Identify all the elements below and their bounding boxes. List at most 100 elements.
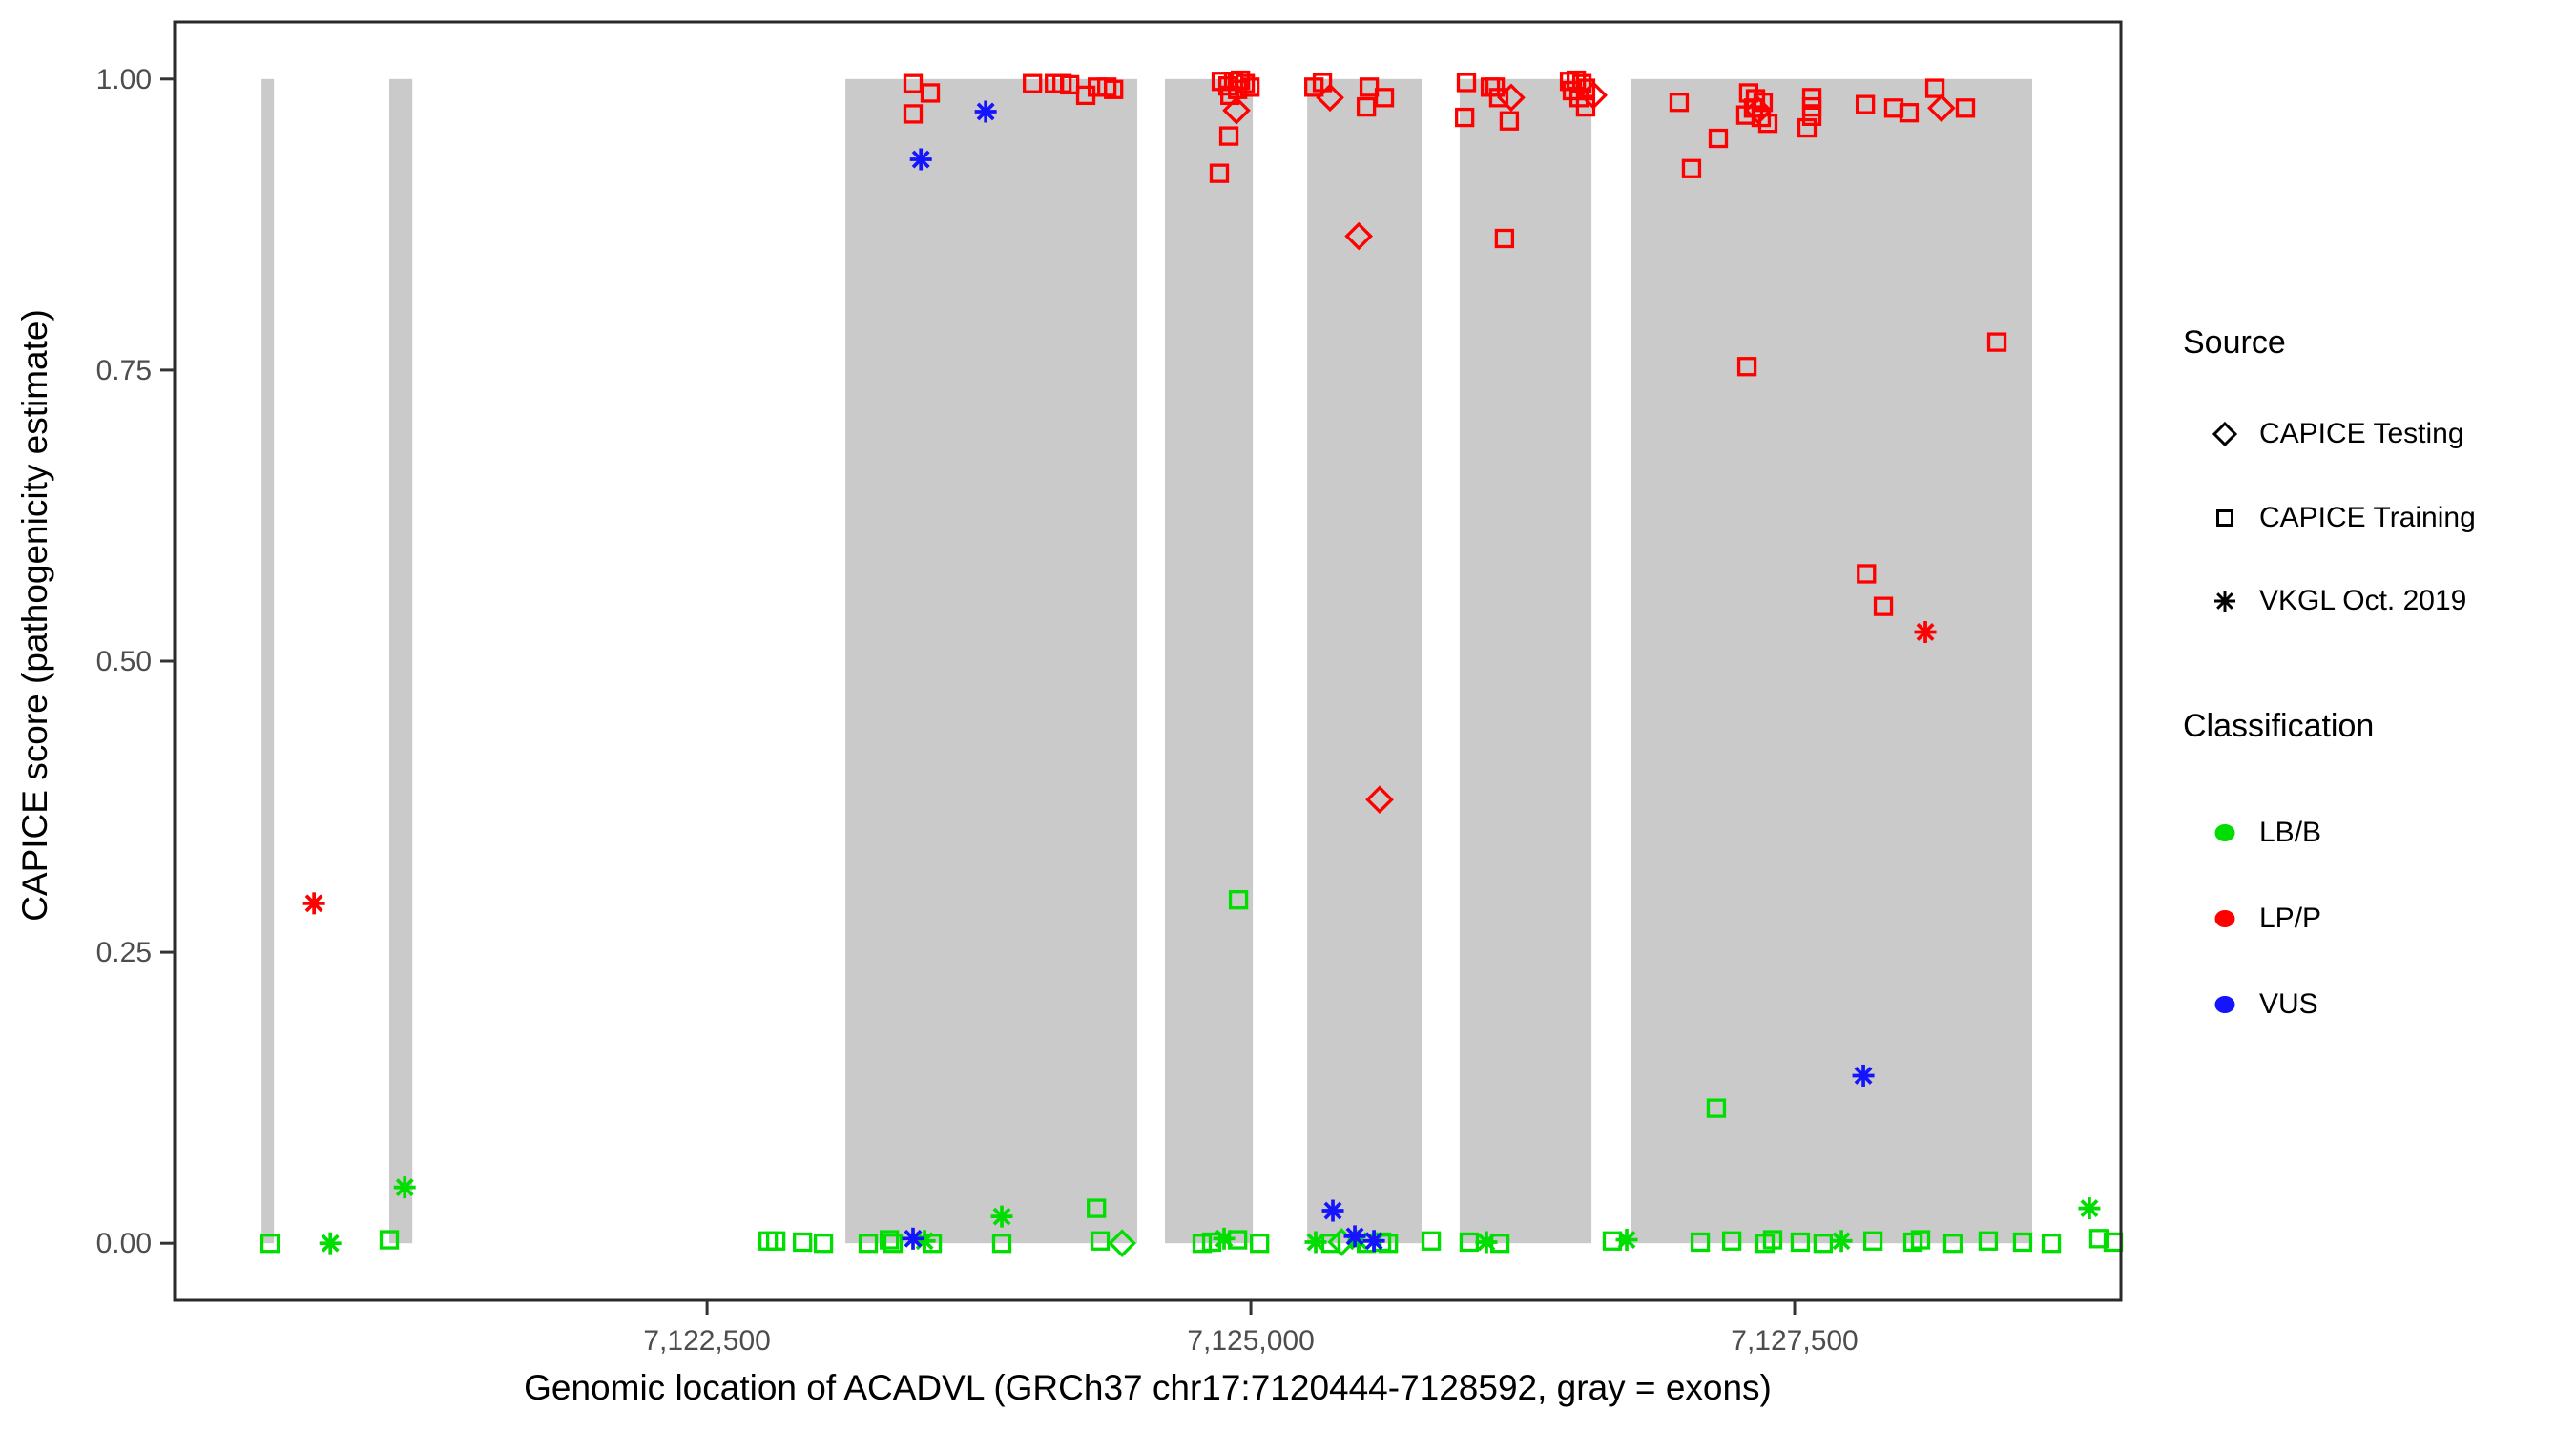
data-point-square: [1855, 94, 1876, 114]
data-point-square: [793, 1232, 813, 1253]
legend-source-title: Source: [2183, 324, 2286, 361]
data-point-square: [1571, 73, 1592, 93]
data-point-square: [1857, 564, 1877, 584]
data-point-square: [1757, 114, 1778, 134]
data-point-square: [1862, 1231, 1883, 1251]
data-point-square: [1228, 890, 1249, 910]
y-axis-title: CAPICE score (pathogenicity estimate): [15, 309, 54, 922]
data-point-square: [1485, 77, 1506, 97]
data-point-square: [1797, 117, 1818, 138]
data-point-diamond: [1927, 93, 1956, 123]
data-point-square: [1023, 73, 1043, 93]
data-point-square: [1706, 1098, 1727, 1118]
y-tick-label: 0.75: [96, 355, 152, 386]
diamond-icon: [2212, 421, 2238, 447]
exon-band: [389, 78, 413, 1244]
data-point-asterisk: [1343, 1225, 1366, 1248]
blue-dot-icon: [2214, 996, 2235, 1013]
data-point-diamond: [1222, 95, 1251, 125]
data-point-square: [1374, 88, 1395, 108]
data-point-square: [1087, 1198, 1107, 1218]
data-point-square: [765, 1231, 786, 1251]
data-point-square: [1356, 96, 1377, 117]
data-point-square: [2012, 1232, 2033, 1253]
data-point-square: [1681, 158, 1702, 178]
data-point-diamond: [1108, 1229, 1136, 1258]
legend-item-label: LP/P: [2259, 902, 2322, 934]
data-point-square: [1250, 1234, 1270, 1254]
asterisk-icon: [2214, 591, 2235, 612]
data-point-square: [1455, 107, 1475, 128]
data-point-square: [1488, 88, 1509, 108]
data-point-diamond: [1365, 785, 1394, 815]
exon-band: [261, 78, 275, 1244]
x-tick-label: 7,127,500: [1731, 1325, 1858, 1357]
data-point-square: [1228, 1230, 1248, 1250]
legend-item-label: CAPICE Testing: [2259, 418, 2464, 449]
data-point-square: [1910, 1230, 1931, 1250]
data-point-diamond: [1316, 83, 1344, 113]
data-point-square: [883, 1234, 904, 1254]
data-point-square: [379, 1230, 400, 1250]
legend-item-label: CAPICE Training: [2259, 502, 2476, 533]
data-point-square: [260, 1234, 280, 1254]
y-tick-label: 0.50: [96, 646, 152, 677]
red-dot-icon: [2214, 910, 2235, 927]
exon-band: [845, 78, 1138, 1244]
data-point-square: [1320, 1234, 1341, 1254]
data-point-square: [1899, 103, 1920, 123]
y-tick-label: 1.00: [96, 64, 152, 95]
data-point-diamond: [1327, 1228, 1356, 1256]
legend-item-label: VKGL Oct. 2019: [2259, 585, 2467, 616]
data-point-asterisk: [902, 1227, 924, 1250]
data-point-asterisk: [1615, 1229, 1638, 1252]
data-point-square: [1721, 1231, 1742, 1251]
y-axis: 0.00 0.25 0.50 0.75 1.00: [96, 64, 175, 1259]
legend-item-lpp: LP/P: [2204, 896, 2321, 942]
exon-bands: [261, 78, 2032, 1244]
data-point-asterisk: [909, 148, 932, 171]
data-point-square: [1813, 1234, 1834, 1254]
data-point-square: [1218, 126, 1239, 146]
data-point-diamond: [1497, 83, 1526, 113]
data-point-asterisk: [1362, 1230, 1385, 1253]
data-point-square: [1753, 93, 1774, 113]
data-point-asterisk: [1852, 1064, 1875, 1087]
data-point-square: [1312, 73, 1333, 93]
data-point-asterisk: [1830, 1230, 1853, 1253]
data-point-square: [813, 1234, 834, 1254]
exon-band: [1631, 78, 2032, 1244]
data-point-square: [1986, 332, 2007, 352]
legend-item-vus: VUS: [2204, 982, 2318, 1027]
legend: Source CAPICE Testing CAPICE Training VK…: [2183, 0, 2574, 1431]
exon-band: [1459, 78, 1592, 1244]
data-point-square: [1104, 79, 1124, 99]
data-point-square: [1575, 78, 1596, 98]
x-axis-title: Genomic location of ACADVL (GRCh37 chr17…: [524, 1368, 1772, 1407]
green-dot-icon: [2214, 824, 2235, 841]
data-point-square: [1708, 128, 1729, 149]
legend-item-lbb: LB/B: [2204, 810, 2321, 856]
legend-item-label: LB/B: [2259, 817, 2322, 848]
data-point-square: [991, 1234, 1012, 1254]
exon-band: [1165, 78, 1254, 1244]
data-point-square: [1736, 357, 1757, 377]
legend-item-capice-testing: CAPICE Testing: [2204, 411, 2464, 457]
data-point-square: [858, 1234, 879, 1254]
data-point-asterisk: [1321, 1199, 1344, 1222]
x-tick-label: 7,125,000: [1187, 1325, 1314, 1357]
data-point-square: [1060, 74, 1080, 95]
data-point-square: [1924, 78, 1945, 98]
data-point-square: [1489, 1234, 1510, 1254]
data-point-diamond: [1579, 81, 1608, 110]
data-point-asterisk: [319, 1232, 342, 1255]
data-point-square: [1379, 1234, 1399, 1254]
data-point-square: [880, 1230, 900, 1250]
data-point-square: [1240, 77, 1260, 97]
x-axis: 7,122,500 7,125,000 7,127,500: [643, 1300, 1859, 1357]
data-point-square: [1790, 1232, 1811, 1253]
data-point-square: [1456, 73, 1477, 93]
data-point-square: [903, 104, 924, 124]
data-point-square: [1873, 596, 1894, 616]
